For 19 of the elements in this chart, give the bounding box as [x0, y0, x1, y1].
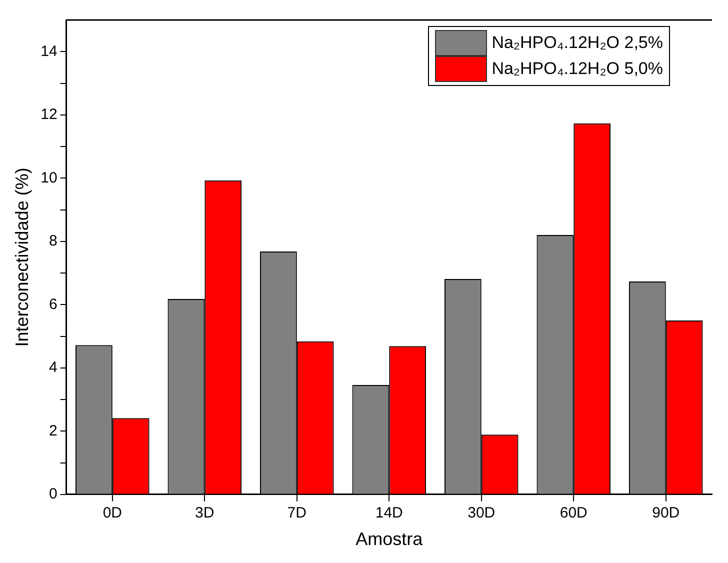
x-tick-label: 90D	[652, 504, 680, 522]
y-axis-title: Interconectividade (%)	[12, 168, 32, 347]
x-axis-title: Amostra	[356, 529, 424, 550]
x-tick-label: 30D	[468, 504, 496, 522]
x-tick-label: 14D	[375, 504, 404, 522]
y-tick-label: 2	[48, 422, 58, 440]
x-tick-label: 60D	[560, 504, 588, 522]
y-tick-label: 4	[48, 359, 58, 376]
y-tick-label: 8	[48, 232, 58, 250]
y-tick-label: 0	[48, 486, 58, 503]
y-tick-label: 12	[40, 106, 58, 124]
x-tick-label: 7D	[287, 504, 307, 522]
x-tick-label: 0D	[102, 504, 122, 522]
legend-label: Na₂HPO₄.12H₂O 5,0%	[492, 58, 663, 80]
legend-label: Na₂HPO₄.12H₂O 2,5%	[492, 32, 663, 54]
y-tick-label: 6	[48, 296, 58, 313]
y-tick-label: 14	[40, 42, 58, 60]
y-tick-label: 10	[40, 169, 58, 186]
x-tick-label: 3D	[195, 504, 214, 522]
